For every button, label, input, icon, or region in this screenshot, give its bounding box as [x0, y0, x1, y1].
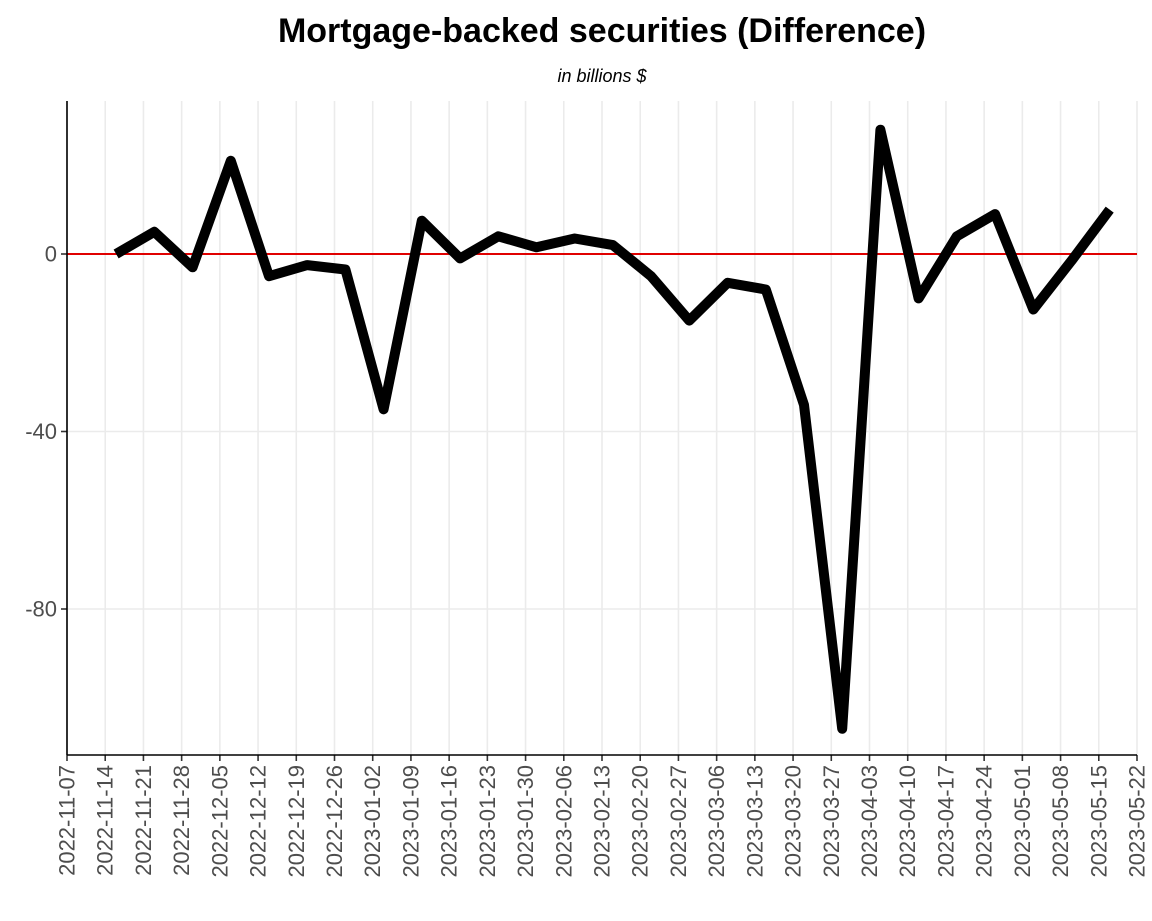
- chart-title: Mortgage-backed securities (Difference): [278, 12, 926, 50]
- y-tick-label: -40: [25, 419, 57, 444]
- x-tick-label: 2023-02-06: [551, 765, 576, 878]
- x-tick-label: 2023-05-08: [1048, 765, 1073, 878]
- x-tick-label: 2023-01-09: [398, 765, 423, 878]
- series-group: [113, 124, 1114, 734]
- x-tick-label: 2022-12-05: [207, 765, 232, 878]
- x-tick-label: 2022-12-19: [284, 765, 309, 878]
- x-tick-label: 2023-01-30: [513, 765, 538, 878]
- x-tick-label: 2023-04-17: [933, 765, 958, 878]
- x-tick-label: 2023-03-27: [819, 765, 844, 878]
- x-tick-label: 2023-04-10: [895, 765, 920, 878]
- x-tick-label: 2023-05-15: [1086, 765, 1111, 878]
- chart-subtitle: in billions $: [557, 66, 647, 86]
- y-tick-label: -80: [25, 597, 57, 622]
- x-tick-label: 2023-01-02: [360, 765, 385, 878]
- tick-labels: 2022-11-07 2022-11-14 2022-11-21 2022-11-28…: [25, 242, 1149, 878]
- x-tick-label: 2023-03-20: [781, 765, 806, 878]
- x-tick-label: 2023-05-01: [1010, 765, 1035, 878]
- x-tick-label: 2022-11-14: [93, 765, 118, 876]
- x-tick-label: 2023-01-23: [475, 765, 500, 878]
- axes: [61, 101, 1138, 761]
- x-tick-label: 2023-02-20: [628, 765, 653, 878]
- x-tick-label: 2022-11-21: [131, 765, 156, 876]
- x-tick-label: 2023-03-06: [704, 765, 729, 878]
- series-line: [113, 124, 1114, 734]
- x-tick-label: 2022-12-12: [246, 765, 271, 878]
- x-tick-label: 2023-01-16: [437, 765, 462, 878]
- gridlines: [66, 101, 1138, 755]
- x-tick-label: 2023-03-13: [742, 765, 767, 878]
- y-tick-label: 0: [45, 242, 57, 267]
- x-tick-label: 2022-11-28: [169, 765, 194, 876]
- x-tick-label: 2022-12-26: [322, 765, 347, 878]
- x-tick-label: 2023-02-27: [666, 765, 691, 878]
- x-tick-label: 2022-11-07: [55, 765, 80, 876]
- x-tick-label: 2023-02-13: [590, 765, 615, 878]
- x-tick-label: 2023-04-03: [857, 765, 882, 878]
- x-tick-label: 2023-05-22: [1125, 765, 1150, 878]
- x-tick-label: 2023-04-24: [972, 765, 997, 878]
